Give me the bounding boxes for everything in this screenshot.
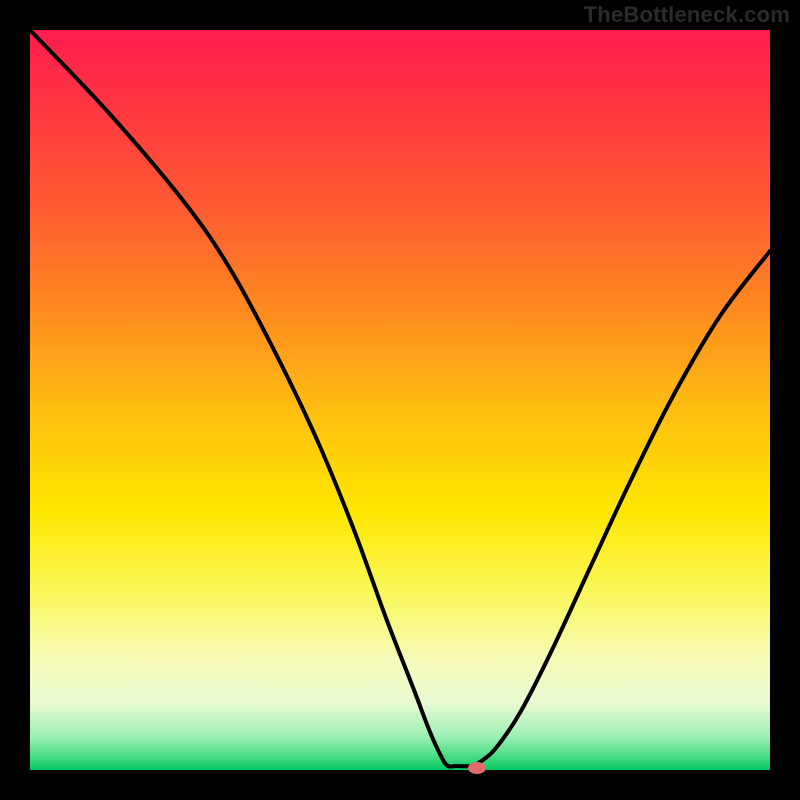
- optimal-marker: [468, 762, 486, 774]
- watermark-text: TheBottleneck.com: [584, 2, 790, 28]
- chart-stage: TheBottleneck.com: [0, 0, 800, 800]
- bottleneck-chart: [0, 0, 800, 800]
